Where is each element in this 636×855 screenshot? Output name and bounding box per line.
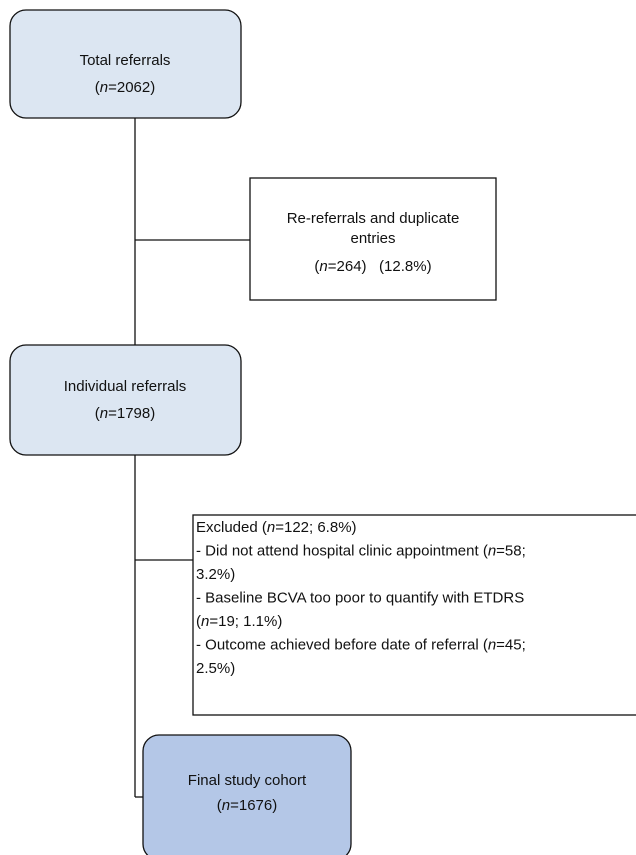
node-text: - Outcome achieved before date of referr… (196, 637, 526, 654)
node-text: (n=2062) (95, 79, 155, 96)
text-segment: =1676) (230, 797, 277, 814)
node-text: Individual referrals (64, 378, 187, 395)
text-segment: =264) (12.8%) (328, 258, 432, 275)
text-segment: ( (217, 797, 222, 814)
node-box (192, 514, 636, 716)
text-segment: =45; (496, 637, 526, 654)
text-segment: =1798) (108, 405, 155, 422)
text-segment: n (201, 613, 209, 630)
node-text: - Baseline BCVA too poor to quantify wit… (196, 590, 524, 607)
node-text: Final study cohort (188, 772, 307, 789)
text-segment: n (319, 258, 327, 275)
text-segment: n (100, 405, 108, 422)
node-box (9, 344, 242, 456)
text-segment: - Did not attend hospital clinic appoint… (196, 543, 488, 560)
text-segment: n (488, 637, 496, 654)
text-segment: - Baseline BCVA too poor to quantify wit… (196, 590, 524, 607)
node-text: 3.2%) (196, 566, 235, 583)
text-segment: Total referrals (80, 52, 171, 69)
text-segment: Final study cohort (188, 772, 307, 789)
text-segment: n (222, 797, 230, 814)
text-segment: 2.5%) (196, 660, 235, 677)
text-segment: ( (95, 79, 100, 96)
node-text: - Did not attend hospital clinic appoint… (196, 543, 526, 560)
text-segment: Individual referrals (64, 378, 187, 395)
node-box (142, 734, 352, 855)
node-text: entries (350, 230, 395, 247)
node-text: 2.5%) (196, 660, 235, 677)
text-segment: ( (314, 258, 319, 275)
text-segment: Excluded ( (196, 519, 267, 536)
node-text: (n=1798) (95, 405, 155, 422)
node-box (249, 177, 497, 301)
node-text: (n=1676) (217, 797, 277, 814)
node-text: (n=19; 1.1%) (196, 613, 282, 630)
node-box (9, 9, 242, 119)
text-segment: n (100, 79, 108, 96)
node-text: Re-referrals and duplicate (287, 210, 460, 227)
text-segment: ( (95, 405, 100, 422)
node-text: Excluded (n=122; 6.8%) (196, 519, 357, 536)
node-text: Total referrals (80, 52, 171, 69)
text-segment: =2062) (108, 79, 155, 96)
text-segment: =19; 1.1%) (209, 613, 282, 630)
text-segment: n (488, 543, 496, 560)
text-segment: =122; 6.8%) (275, 519, 356, 536)
text-segment: - Outcome achieved before date of referr… (196, 637, 488, 654)
text-segment: Re-referrals and duplicate (287, 210, 460, 227)
text-segment: =58; (496, 543, 526, 560)
text-segment: ( (196, 613, 201, 630)
text-segment: n (267, 519, 275, 536)
node-text: (n=264) (12.8%) (314, 258, 431, 275)
text-segment: 3.2%) (196, 566, 235, 583)
text-segment: entries (350, 230, 395, 247)
